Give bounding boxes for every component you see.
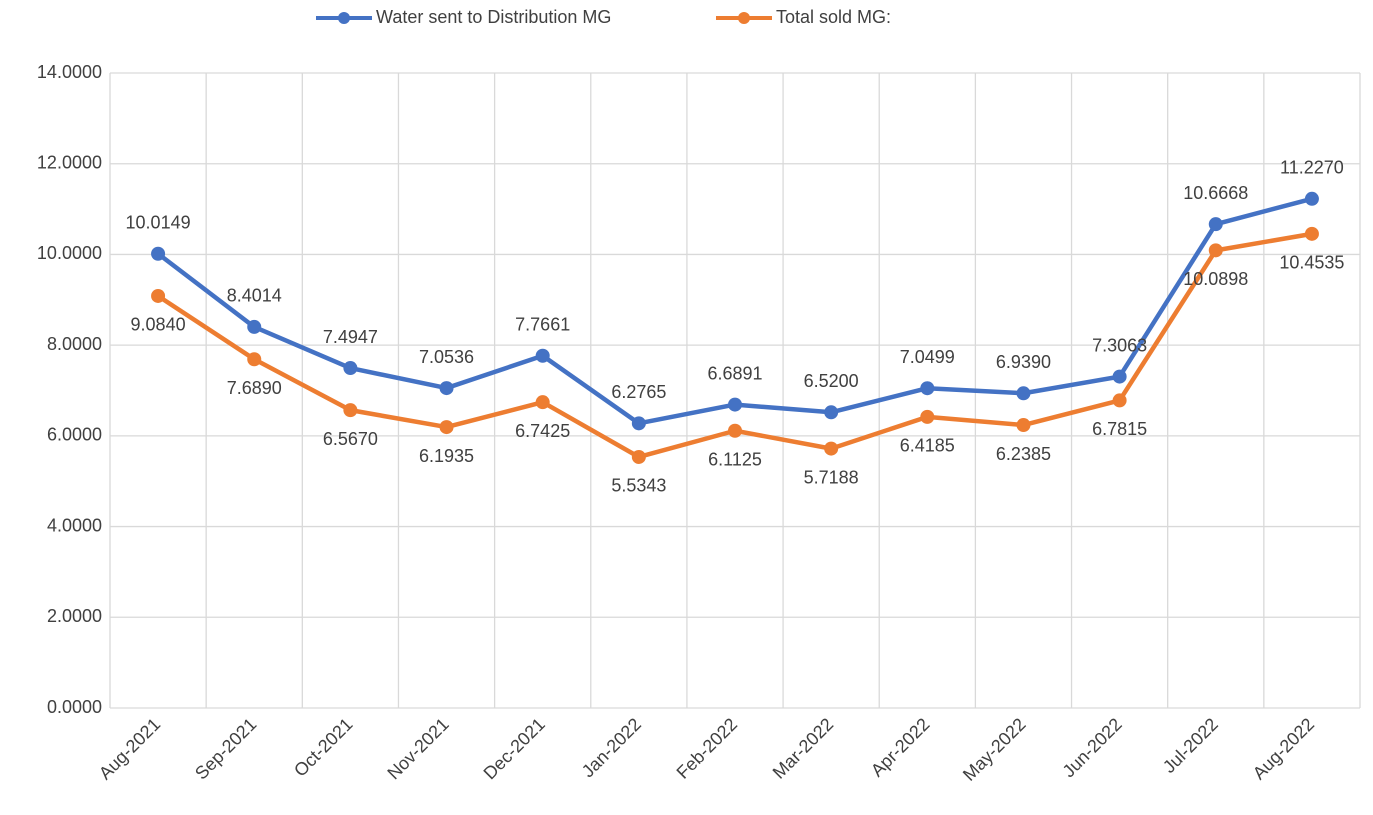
point: [920, 409, 935, 424]
data-label: 10.6668: [1183, 183, 1248, 203]
legend-marker: [338, 12, 350, 24]
y-tick-label: 0.0000: [47, 697, 102, 717]
data-label: 6.5200: [804, 371, 859, 391]
point: [631, 449, 646, 464]
data-label: 7.0536: [419, 347, 474, 367]
data-label: 10.4535: [1279, 253, 1344, 273]
point: [439, 420, 454, 435]
x-tick-label: Aug-2022: [1249, 714, 1318, 783]
point: [1112, 369, 1127, 384]
point: [631, 416, 646, 431]
point: [247, 352, 262, 367]
point: [728, 397, 742, 412]
point: [728, 423, 742, 438]
x-tick-label: Apr-2022: [867, 714, 934, 781]
point: [1208, 217, 1223, 232]
x-tick-label: Aug-2021: [95, 714, 164, 783]
data-label: 6.2385: [996, 444, 1051, 464]
data-label: 6.4185: [900, 436, 955, 456]
data-label: 8.4014: [227, 286, 282, 306]
x-tick-label: Jun-2022: [1059, 714, 1126, 781]
point: [1016, 386, 1031, 401]
x-tick-label: Jul-2022: [1159, 714, 1222, 777]
point: [343, 361, 358, 376]
point: [151, 246, 166, 261]
x-tick-label: Dec-2021: [480, 714, 549, 783]
x-tick-label: Mar-2022: [769, 714, 838, 783]
data-label: 5.7188: [804, 467, 859, 487]
x-tick-label: Sep-2021: [191, 714, 260, 783]
x-tick-label: Jan-2022: [578, 714, 645, 781]
y-tick-label: 12.0000: [37, 152, 102, 172]
data-label: 6.6891: [707, 363, 762, 383]
point: [151, 288, 166, 303]
y-tick-label: 4.0000: [47, 515, 102, 535]
data-label: 7.4947: [323, 327, 378, 347]
point: [1208, 243, 1223, 258]
y-tick-label: 2.0000: [47, 606, 102, 626]
data-label: 7.6890: [227, 378, 282, 398]
point: [824, 441, 839, 456]
point: [535, 348, 550, 363]
data-label: 10.0898: [1183, 269, 1248, 289]
data-label: 6.1935: [419, 446, 474, 466]
data-label: 7.0499: [900, 347, 955, 367]
y-tick-label: 10.0000: [37, 243, 102, 263]
point: [247, 319, 262, 334]
legend-marker: [738, 12, 750, 24]
legend-label: Total sold MG:: [776, 7, 891, 27]
x-tick-label: Feb-2022: [673, 714, 742, 783]
data-label: 7.3063: [1092, 335, 1147, 355]
data-label: 6.7815: [1092, 419, 1147, 439]
point: [1304, 191, 1319, 206]
data-label: 6.7425: [515, 421, 570, 441]
data-label: 11.2270: [1280, 158, 1344, 178]
y-tick-label: 6.0000: [47, 425, 102, 445]
data-label: 6.9390: [996, 352, 1051, 372]
y-tick-label: 8.0000: [47, 334, 102, 354]
point: [824, 405, 839, 420]
data-label: 5.5343: [611, 476, 666, 496]
point: [343, 403, 358, 418]
data-label: 9.0840: [131, 315, 186, 335]
x-tick-label: Nov-2021: [383, 714, 452, 783]
data-label: 10.0149: [126, 213, 191, 233]
legend-label: Water sent to Distribution MG: [376, 7, 611, 27]
data-label: 6.2765: [611, 382, 666, 402]
y-tick-label: 14.0000: [37, 62, 102, 82]
data-label: 6.5670: [323, 429, 378, 449]
point: [439, 381, 454, 396]
point: [1016, 418, 1031, 433]
point: [1304, 226, 1319, 241]
x-tick-label: May-2022: [959, 714, 1030, 785]
point: [1112, 393, 1127, 408]
series-line: [156, 196, 1313, 426]
point: [920, 381, 935, 396]
point: [535, 395, 550, 410]
data-label: 6.1125: [708, 450, 762, 470]
data-label: 7.7661: [515, 315, 570, 335]
x-tick-label: Oct-2021: [290, 714, 357, 781]
